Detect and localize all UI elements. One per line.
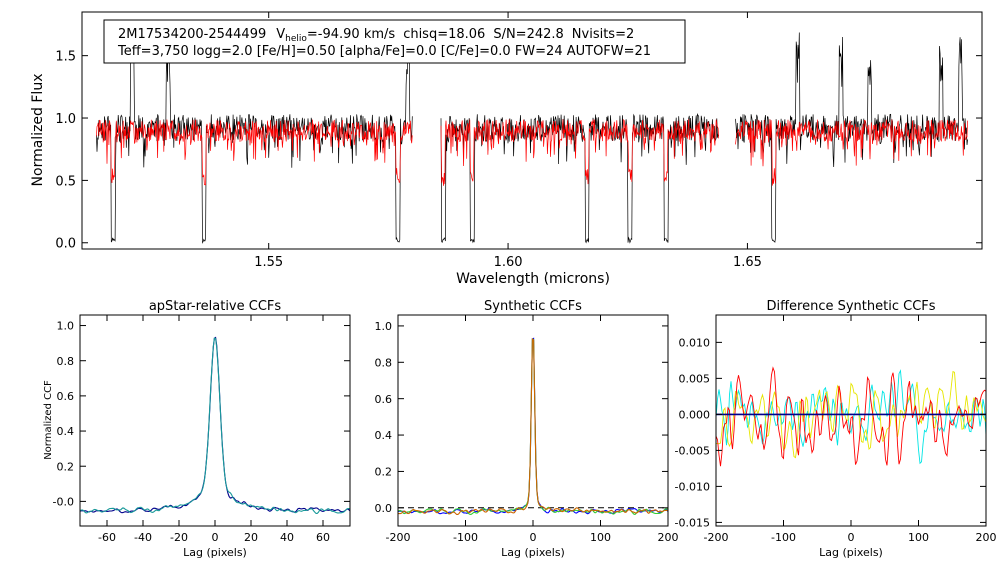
spectrum-xtick-label: 1.65 bbox=[733, 255, 762, 270]
apstar-ccf-axes: -60 -40 -20 0 20 40 60 -0.0 0.2 0.4 0.6 0.8 1.0 bbox=[53, 315, 350, 544]
spectrum-ytick-label: 0.0 bbox=[55, 237, 76, 252]
apstar-ccf-ytick-label: -0.0 bbox=[53, 496, 74, 509]
apstar-ccf-ytick-label: 0.4 bbox=[57, 425, 75, 438]
apstar-ccf-xlabel: Lag (pixels) bbox=[183, 546, 247, 559]
info-line-1: 2M17534200-2544499 Vhelio=-94.90 km/s chis… bbox=[118, 27, 634, 44]
synthetic-ccf-ytick-label: 0.0 bbox=[375, 502, 393, 515]
synthetic-ccf-xtick-label: -200 bbox=[386, 531, 411, 544]
synthetic-ccf-xtick-label: 0 bbox=[530, 531, 537, 544]
synthetic-ccf-ytick-label: 0.6 bbox=[375, 393, 393, 406]
difference-ccf-series-yellow bbox=[715, 370, 987, 459]
difference-ccf-xtick-label: -100 bbox=[771, 531, 796, 544]
difference-ccf-ytick-label: -0.005 bbox=[675, 445, 710, 458]
synthetic-ccf-xlabel: Lag (pixels) bbox=[501, 546, 565, 559]
apstar-ccf-ytick-label: 0.8 bbox=[57, 355, 75, 368]
apstar-ccf-xtick-label: 0 bbox=[212, 531, 219, 544]
info-nvisits: Nvisits=2 bbox=[572, 27, 634, 42]
spectrum-xlabel: Wavelength (microns) bbox=[456, 271, 610, 287]
synthetic-ccf-ytick-label: 0.4 bbox=[375, 429, 393, 442]
difference-ccf-series-red bbox=[715, 366, 987, 467]
apstar-ccf-xtick-label: -40 bbox=[134, 531, 152, 544]
apstar-ccf-xtick-label: -60 bbox=[98, 531, 116, 544]
synthetic-ccf-series-blue bbox=[397, 337, 669, 515]
info-star-id: 2M17534200-2544499 bbox=[118, 27, 266, 42]
difference-ccf-xlabel: Lag (pixels) bbox=[819, 546, 883, 559]
synthetic-ccf-title: Synthetic CCFs bbox=[484, 299, 582, 314]
apstar-ccf-ytick-label: 0.2 bbox=[57, 460, 75, 473]
apstar-ccf-ylabel: Normalized CCF bbox=[43, 380, 54, 460]
difference-ccf-xtick-label: 100 bbox=[908, 531, 929, 544]
spectrum-ytick-label: 0.5 bbox=[55, 174, 76, 189]
spectrum-ytick-label: 1.5 bbox=[55, 50, 76, 65]
difference-ccf-ytick-label: -0.015 bbox=[675, 517, 710, 530]
spectrum-panel: 1.55 1.60 1.65 0.0 0.5 1.0 1.5 Wavelength (mic… bbox=[30, 11, 983, 287]
apstar-ccf-xtick-label: 40 bbox=[280, 531, 294, 544]
apstar-ccf-xtick-label: -20 bbox=[170, 531, 188, 544]
synthetic-ccf-ytick-label: 0.2 bbox=[375, 466, 393, 479]
spectrum-series-group bbox=[96, 32, 968, 244]
spectrum-xtick-label: 1.55 bbox=[254, 255, 283, 270]
spectrum-frame bbox=[81, 11, 983, 250]
difference-ccf-xtick-label: 200 bbox=[976, 531, 997, 544]
info-box-frame bbox=[103, 19, 686, 64]
apstar-ccf-xtick-label: 20 bbox=[244, 531, 258, 544]
synthetic-ccf-ytick-label: 1.0 bbox=[375, 320, 393, 333]
difference-ccf-series-cyan bbox=[715, 369, 987, 465]
spectrum-ylabel: Normalized Flux bbox=[30, 74, 46, 187]
difference-ccf-xtick-label: -200 bbox=[704, 531, 729, 544]
info-v-sub: helio bbox=[285, 34, 307, 44]
difference-ccf-xtick-label: 0 bbox=[848, 531, 855, 544]
apstar-ccf-ytick-label: 1.0 bbox=[57, 320, 75, 333]
synthetic-ccf-xtick-label: 200 bbox=[658, 531, 679, 544]
info-vhelio: =-94.90 km/s bbox=[307, 27, 396, 42]
apstar-ccf-series-teal bbox=[79, 337, 351, 514]
spectrum-series-red bbox=[96, 118, 968, 186]
difference-ccf-ytick-label: 0.005 bbox=[679, 373, 711, 386]
difference-ccf-ytick-label: 0.010 bbox=[679, 337, 711, 350]
info-chisq: chisq=18.06 bbox=[403, 27, 485, 42]
apstar-ccf-series-group bbox=[79, 336, 351, 514]
info-v-label: V bbox=[276, 27, 285, 42]
synthetic-ccf-axes: -200 -100 0 100 200 0.0 0.2 0.4 0.6 0.8 1.0 bbox=[375, 315, 679, 544]
spectrum-axes: 1.55 1.60 1.65 0.0 0.5 1.0 1.5 bbox=[55, 12, 982, 270]
synthetic-ccf-xtick-label: -100 bbox=[453, 531, 478, 544]
synthetic-ccf-ytick-label: 0.8 bbox=[375, 356, 393, 369]
synthetic-ccf-xtick-label: 100 bbox=[590, 531, 611, 544]
difference-ccf-title: Difference Synthetic CCFs bbox=[766, 299, 935, 314]
apstar-ccf-title: apStar-relative CCFs bbox=[149, 299, 282, 314]
synthetic-ccf-series-group bbox=[397, 337, 669, 515]
info-snr: S/N=242.8 bbox=[493, 27, 563, 42]
spectrum-ytick-label: 1.0 bbox=[55, 112, 76, 127]
spectrum-info-box: 2M17534200-2544499 Vhelio=-94.90 km/s chis… bbox=[103, 19, 686, 64]
synthetic-ccf-panel: -200 -100 0 100 200 0.0 0.2 0.4 0.6 0.8 1.0 Synthe… bbox=[375, 299, 679, 559]
apstar-ccf-ytick-label: 0.6 bbox=[57, 390, 75, 403]
difference-ccf-series-group bbox=[715, 366, 987, 467]
apstar-ccf-xtick-label: 60 bbox=[316, 531, 330, 544]
difference-ccf-ytick-label: -0.010 bbox=[675, 481, 710, 494]
difference-ccf-panel: -200 -100 0 100 200 -0.015 -0.010 -0.005 0.000 0.… bbox=[675, 299, 997, 559]
spectrum-xtick-label: 1.60 bbox=[494, 255, 523, 270]
difference-ccf-ytick-label: 0.000 bbox=[679, 409, 711, 422]
synthetic-ccf-series-orange bbox=[398, 337, 669, 515]
apstar-ccf-panel: -60 -40 -20 0 20 40 60 -0.0 0.2 0.4 0.6 0.8 1.0 apSt… bbox=[43, 299, 351, 559]
info-params: Teff=3,750 logg=2.0 [Fe/H]=0.50 [alpha/F… bbox=[117, 44, 651, 59]
difference-ccf-axes: -200 -100 0 100 200 -0.015 -0.010 -0.005 0.000 0.… bbox=[675, 315, 997, 544]
